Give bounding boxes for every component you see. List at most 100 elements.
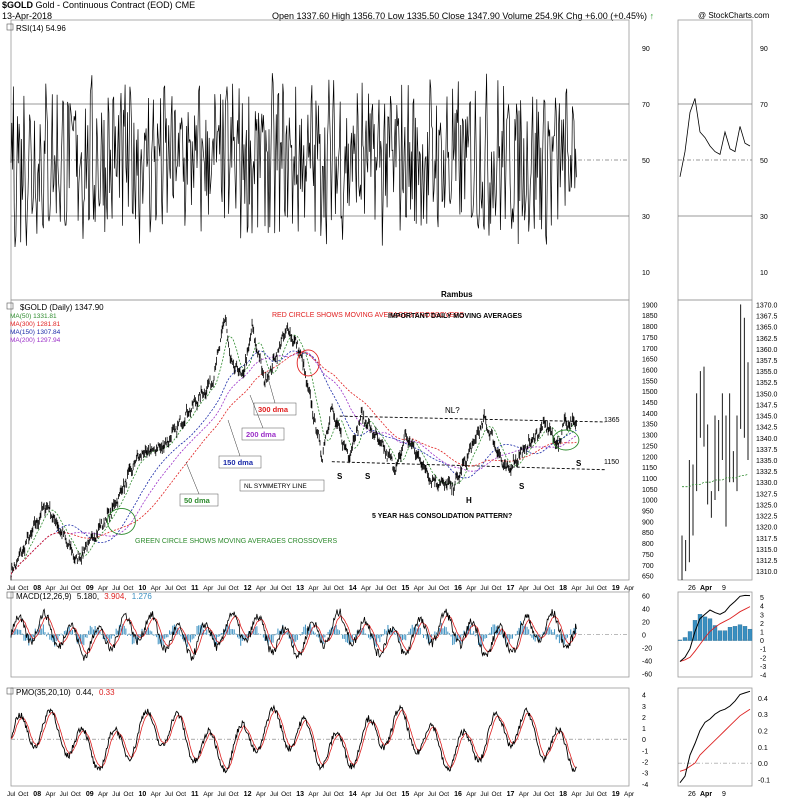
low-label: Low bbox=[387, 11, 405, 21]
x-month-label: Oct bbox=[18, 585, 28, 592]
price-tick-label: 1850 bbox=[642, 313, 658, 320]
x-month-label: Apr bbox=[45, 791, 56, 798]
menu-icon[interactable] bbox=[6, 687, 14, 695]
price-tick-label: 950 bbox=[642, 509, 654, 516]
side-price-tick: 1362.5 bbox=[756, 336, 778, 343]
x-year-label: 16 bbox=[454, 791, 462, 798]
x-month-label: Jul bbox=[112, 791, 121, 798]
open-value: 1337.60 bbox=[296, 11, 330, 21]
rambus-watermark: Rambus bbox=[441, 290, 473, 299]
x-month-label: Apr bbox=[414, 791, 425, 798]
x-year-label: 18 bbox=[559, 585, 567, 592]
x-month-label: Oct bbox=[386, 791, 396, 798]
x-month-label: Oct bbox=[123, 791, 133, 798]
menu-icon[interactable] bbox=[6, 591, 14, 599]
label-s2: S bbox=[365, 472, 371, 481]
x-month-label: Oct bbox=[439, 791, 449, 798]
side-macd-hist-bar bbox=[682, 637, 688, 641]
macd-tick-label: 60 bbox=[642, 593, 650, 600]
x-month-label: Jul bbox=[60, 585, 69, 592]
annotation-nl: NL? bbox=[445, 406, 460, 415]
pmo-tick-label: 4 bbox=[642, 693, 646, 700]
side-macd-hist-bar bbox=[702, 616, 708, 641]
price-tick-label: 1900 bbox=[642, 302, 658, 309]
close-value: 1347.90 bbox=[467, 11, 500, 21]
annotation-1150: 1150 bbox=[604, 459, 619, 466]
x-year-label: 09 bbox=[86, 585, 94, 592]
x-month-label: Apr bbox=[98, 791, 109, 798]
x-month-label: Jul bbox=[428, 585, 437, 592]
pmo-panel bbox=[10, 704, 629, 774]
ma300-line bbox=[10, 351, 577, 578]
side-macd-tick: -4 bbox=[760, 672, 766, 679]
ma150-line bbox=[10, 350, 577, 578]
x-month-label: Apr bbox=[624, 791, 635, 798]
menu-icon[interactable] bbox=[6, 23, 14, 31]
nl-symmetry-box: NL SYMMETRY LINE bbox=[239, 479, 325, 492]
x-month-label: Oct bbox=[281, 791, 291, 798]
x-month-label: Jul bbox=[165, 585, 174, 592]
x-month-label: Jul bbox=[217, 585, 226, 592]
side-macd-hist-bar bbox=[742, 626, 748, 641]
side-price-tick: 1367.5 bbox=[756, 314, 778, 321]
side-pmo-tick: 0.2 bbox=[758, 728, 768, 735]
x-month-label: Oct bbox=[597, 585, 607, 592]
side-macd-hist-bar bbox=[712, 625, 718, 641]
x-month-label: Oct bbox=[18, 791, 28, 798]
side-macd-line bbox=[679, 594, 751, 662]
legend-ma50: MA(50) 1331.81 bbox=[10, 313, 57, 320]
side-x-label: 9 bbox=[722, 585, 726, 592]
x-year-label: 16 bbox=[454, 585, 462, 592]
x-month-label: Apr bbox=[308, 791, 319, 798]
high-value: 1356.70 bbox=[352, 11, 386, 21]
price-tick-label: 1450 bbox=[642, 400, 658, 407]
green-crossover-circle bbox=[107, 507, 136, 535]
side-price-tick: 1327.5 bbox=[756, 491, 778, 498]
close-label: Close bbox=[441, 11, 465, 21]
chart-header: $GOLD Gold - Continuous Contract (EOD) C… bbox=[2, 0, 195, 10]
exchange: CME bbox=[175, 0, 196, 10]
price-tick-label: 650 bbox=[642, 574, 654, 581]
price-tick-label: 900 bbox=[642, 519, 654, 526]
side-price-tick: 1357.5 bbox=[756, 358, 778, 365]
nl-symmetry-label: NL SYMMETRY LINE bbox=[244, 483, 307, 490]
side-price-tick: 1320.0 bbox=[756, 525, 778, 532]
x-month-label: Oct bbox=[334, 585, 344, 592]
x-month-label: Oct bbox=[544, 585, 554, 592]
pmo-label: PMO(35,20,10) 0.44, 0.33 bbox=[16, 688, 115, 697]
green-crossover-circle-2018 bbox=[552, 429, 580, 451]
side-macd-tick: 5 bbox=[760, 595, 764, 602]
side-ma50-line bbox=[682, 473, 749, 488]
side-x-label: 26 bbox=[688, 585, 696, 592]
macd-label-signal: 3.904, bbox=[104, 592, 126, 601]
dma300-box: 300 dma bbox=[253, 402, 297, 416]
side-macd-tick: 2 bbox=[760, 621, 764, 628]
side-macd-hist-bar bbox=[697, 614, 703, 641]
x-month-label: Jul bbox=[480, 791, 489, 798]
rsi-tick-label: 90 bbox=[642, 46, 650, 53]
side-price-tick: 1342.5 bbox=[756, 425, 778, 432]
x-month-label: Apr bbox=[361, 791, 372, 798]
annotation-1365: 1365 bbox=[604, 417, 620, 424]
macd-label-hist: 1.276 bbox=[132, 592, 153, 601]
x-month-label: Apr bbox=[151, 791, 162, 798]
x-year-label: 10 bbox=[138, 585, 146, 592]
side-pmo-tick: 0.3 bbox=[758, 712, 768, 719]
x-month-label: Jul bbox=[586, 791, 595, 798]
price-tick-label: 1500 bbox=[642, 389, 658, 396]
x-month-label: Apr bbox=[98, 585, 109, 592]
side-pmo-tick: -0.1 bbox=[758, 777, 770, 784]
label-s4: S bbox=[576, 459, 582, 468]
axis-ticks: 9070503010190018501800175017001650160015… bbox=[642, 46, 778, 789]
price-tick-label: 1050 bbox=[642, 487, 658, 494]
x-month-label: Apr bbox=[256, 791, 267, 798]
menu-icon[interactable] bbox=[6, 302, 14, 310]
side-price-tick: 1317.5 bbox=[756, 536, 778, 543]
side-price-tick: 1350.0 bbox=[756, 391, 778, 398]
volume-value: 254.9K bbox=[534, 11, 564, 21]
side-macd-hist-bar bbox=[732, 626, 738, 641]
x-year-label: 11 bbox=[191, 791, 199, 798]
x-month-label: Apr bbox=[519, 791, 530, 798]
x-month-label: Apr bbox=[308, 585, 319, 592]
x-year-label: 12 bbox=[244, 585, 252, 592]
